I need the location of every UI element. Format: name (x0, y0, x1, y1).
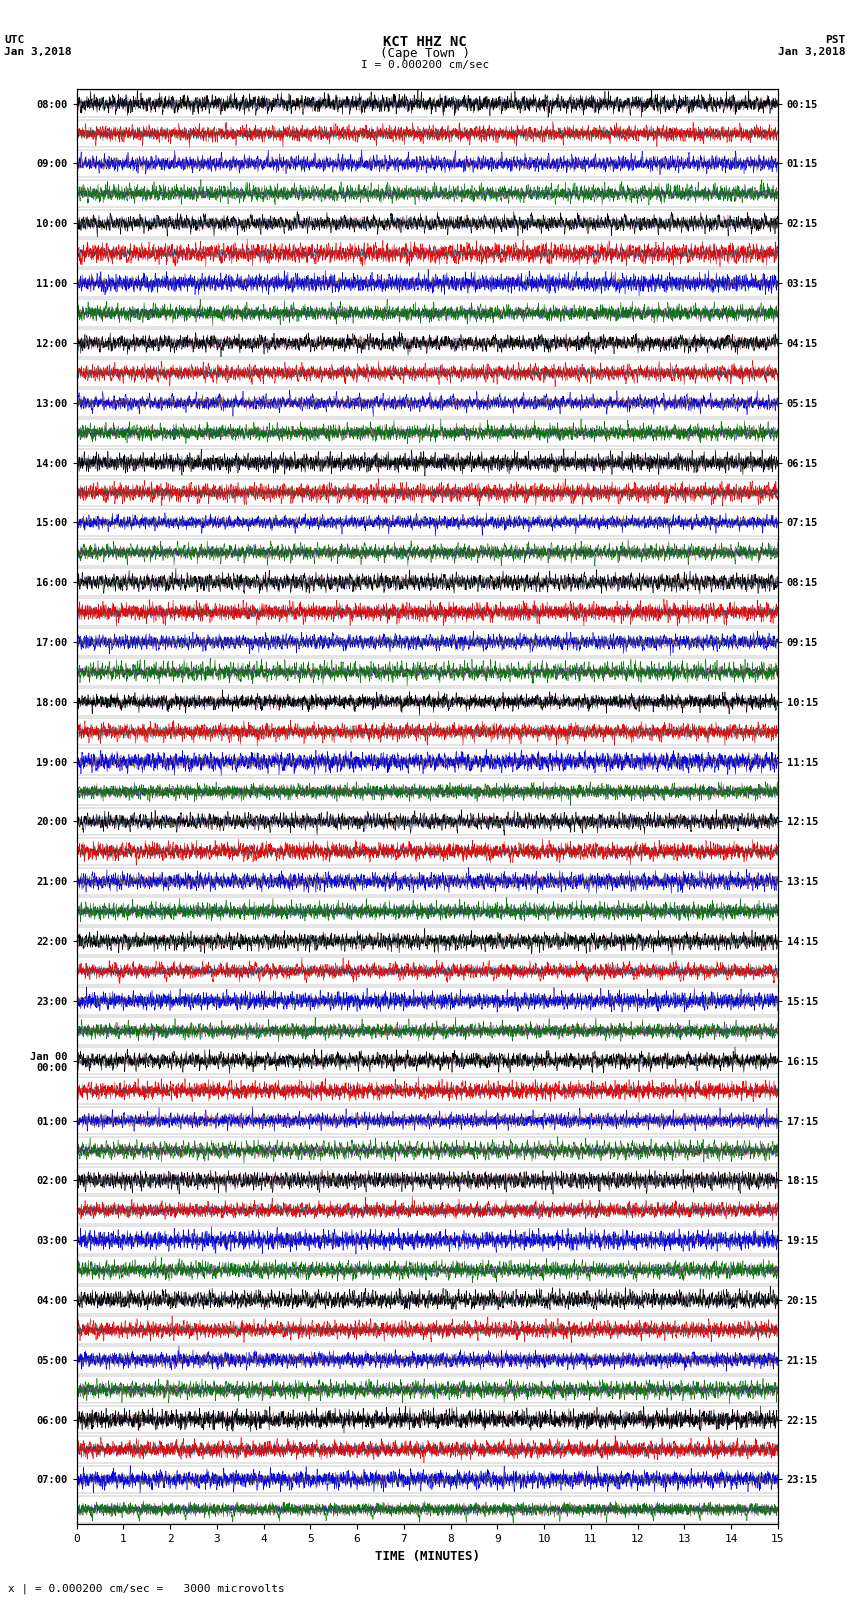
Text: x | = 0.000200 cm/sec =   3000 microvolts: x | = 0.000200 cm/sec = 3000 microvolts (8, 1582, 286, 1594)
Text: UTC: UTC (4, 35, 25, 45)
Text: (Cape Town ): (Cape Town ) (380, 47, 470, 60)
Text: KCT HHZ NC: KCT HHZ NC (383, 35, 467, 50)
Text: Jan 3,2018: Jan 3,2018 (4, 47, 71, 56)
Text: I = 0.000200 cm/sec: I = 0.000200 cm/sec (361, 60, 489, 69)
Text: Jan 3,2018: Jan 3,2018 (779, 47, 846, 56)
X-axis label: TIME (MINUTES): TIME (MINUTES) (375, 1550, 479, 1563)
Text: PST: PST (825, 35, 846, 45)
